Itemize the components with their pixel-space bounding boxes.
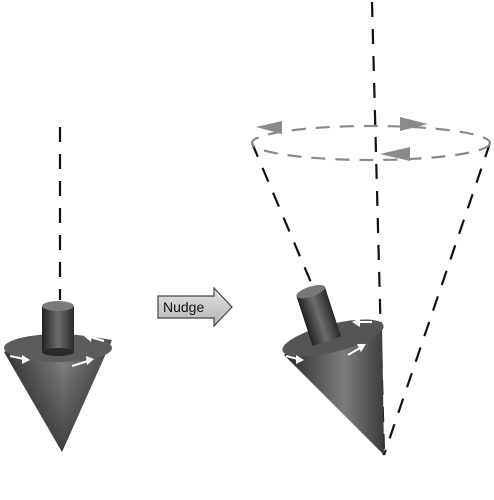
- spin-arrow-icon: [347, 344, 366, 356]
- upright-top-handle: [42, 306, 74, 352]
- spin-arrow-icon: [84, 333, 105, 342]
- nudge-label: Nudge: [163, 299, 204, 315]
- tilted-spin-arrows: [285, 318, 372, 364]
- precession-cone-right-edge: [382, 142, 492, 456]
- upright-top-handle-cap: [42, 301, 74, 311]
- precession-arrows: [256, 117, 428, 161]
- spin-arrow-icon: [285, 355, 304, 364]
- upright-top-body: [4, 301, 112, 452]
- tilted-top-body: [282, 284, 384, 455]
- right-arrow-icon: [157, 286, 233, 328]
- spin-arrow-icon: [71, 356, 94, 367]
- tilted-top-handle: [296, 286, 342, 346]
- precession-path: [250, 124, 492, 162]
- spin-arrow-icon: [352, 318, 372, 327]
- nudge-arrow: Nudge: [157, 286, 233, 328]
- upright-top-group: [4, 127, 112, 452]
- upright-spin-arrows: [9, 333, 105, 367]
- precession-arrow-icon: [380, 147, 410, 161]
- precession-arrow-icon: [256, 121, 282, 134]
- precession-arrow-icon: [400, 117, 428, 131]
- spin-arrow-icon: [9, 355, 30, 364]
- vertical-reference-axis: [370, 1, 386, 456]
- precessing-top-group: [250, 1, 492, 456]
- tilted-top-handle-cap: [296, 284, 326, 299]
